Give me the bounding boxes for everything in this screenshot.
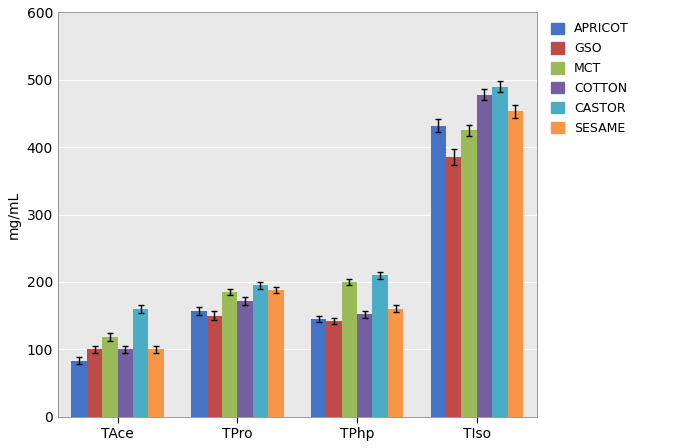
Bar bbox=[326, 321, 342, 417]
Bar bbox=[372, 275, 388, 417]
Bar bbox=[492, 86, 508, 417]
Bar bbox=[342, 282, 357, 417]
Bar bbox=[268, 290, 283, 417]
Bar bbox=[133, 309, 149, 417]
Bar bbox=[237, 301, 252, 417]
Bar bbox=[462, 130, 477, 417]
Bar bbox=[446, 157, 462, 417]
Bar bbox=[206, 315, 222, 417]
Bar bbox=[191, 311, 206, 417]
Bar bbox=[388, 309, 403, 417]
Bar bbox=[508, 112, 523, 417]
Bar bbox=[477, 95, 492, 417]
Bar bbox=[222, 292, 237, 417]
Bar bbox=[103, 337, 118, 417]
Bar bbox=[357, 314, 372, 417]
Legend: APRICOT, GSO, MCT, COTTON, CASTOR, SESAME: APRICOT, GSO, MCT, COTTON, CASTOR, SESAM… bbox=[548, 19, 632, 138]
Bar bbox=[311, 319, 326, 417]
Y-axis label: mg/mL: mg/mL bbox=[7, 190, 21, 239]
Bar bbox=[149, 349, 164, 417]
Bar bbox=[252, 285, 268, 417]
Bar bbox=[431, 125, 446, 417]
Bar bbox=[118, 349, 133, 417]
Bar bbox=[72, 361, 87, 417]
Bar bbox=[87, 349, 103, 417]
